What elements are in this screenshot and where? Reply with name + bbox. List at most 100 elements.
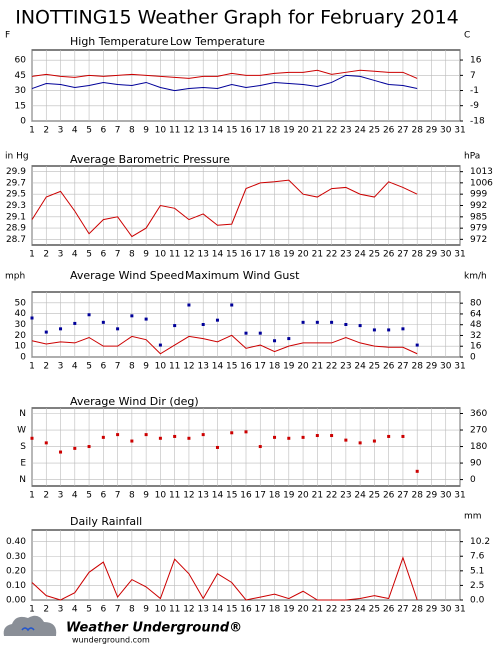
x-tick-label: 12 bbox=[183, 250, 194, 260]
x-tick-label: 6 bbox=[100, 126, 106, 136]
x-tick-label: 28 bbox=[411, 362, 423, 372]
x-tick-label: 20 bbox=[297, 605, 309, 615]
legend-label: Maximum Wind Gust bbox=[185, 269, 300, 282]
point bbox=[201, 433, 205, 437]
y-tick-label: 40 bbox=[15, 309, 27, 319]
x-tick-label: 14 bbox=[212, 250, 224, 260]
y-tick-label: 50 bbox=[15, 298, 27, 308]
x-tick-label: 12 bbox=[183, 605, 194, 615]
point bbox=[130, 314, 134, 318]
x-tick-label: 24 bbox=[354, 491, 366, 501]
x-tick-label: 9 bbox=[143, 605, 149, 615]
x-tick-label: 5 bbox=[86, 491, 92, 501]
point bbox=[101, 320, 105, 324]
y-tick-label: 29.7 bbox=[6, 178, 26, 188]
x-tick-label: 16 bbox=[240, 362, 252, 372]
x-tick-label: 27 bbox=[397, 250, 408, 260]
point bbox=[315, 434, 319, 438]
x-tick-label: 5 bbox=[86, 605, 92, 615]
brand-url: wunderground.com bbox=[72, 636, 150, 645]
x-tick-label: 10 bbox=[155, 362, 167, 372]
point bbox=[44, 441, 48, 445]
point bbox=[215, 445, 219, 449]
legend-label: Average Wind Dir (deg) bbox=[70, 395, 199, 408]
y-axis-label: mph bbox=[5, 272, 25, 282]
x-tick-label: 3 bbox=[58, 126, 64, 136]
x-tick-label: 21 bbox=[312, 126, 323, 136]
x-tick-label: 19 bbox=[283, 491, 295, 501]
x-tick-label: 22 bbox=[326, 126, 337, 136]
point bbox=[287, 337, 291, 341]
x-tick-label: 27 bbox=[397, 491, 408, 501]
x-tick-label: 22 bbox=[326, 250, 337, 260]
legend-label: High Temperature bbox=[70, 35, 169, 48]
y-tick-label: 30 bbox=[15, 320, 27, 330]
x-tick-label: 13 bbox=[197, 126, 208, 136]
x-tick-label: 25 bbox=[369, 491, 380, 501]
x-tick-label: 3 bbox=[58, 250, 64, 260]
x-tick-label: 31 bbox=[454, 250, 465, 260]
x-tick-label: 29 bbox=[426, 362, 438, 372]
point bbox=[201, 323, 205, 326]
x-tick-label: 29 bbox=[426, 491, 438, 501]
y2-tick-label: 360 bbox=[470, 409, 487, 419]
y-tick-label: 0.40 bbox=[6, 537, 26, 547]
point bbox=[173, 434, 177, 438]
point bbox=[144, 317, 148, 321]
x-tick-label: 21 bbox=[312, 250, 323, 260]
x-tick-label: 4 bbox=[72, 605, 78, 615]
point bbox=[387, 328, 391, 332]
y-tick-label: 30 bbox=[15, 86, 27, 96]
x-tick-label: 24 bbox=[354, 250, 366, 260]
x-tick-label: 5 bbox=[86, 126, 92, 136]
y-tick-label: 28.7 bbox=[6, 235, 26, 245]
x-tick-label: 18 bbox=[269, 491, 281, 501]
x-tick-label: 15 bbox=[226, 250, 237, 260]
x-tick-label: 10 bbox=[155, 126, 167, 136]
point bbox=[73, 446, 77, 450]
point bbox=[187, 436, 191, 440]
point bbox=[215, 318, 219, 322]
y2-tick-label: 992 bbox=[470, 201, 487, 211]
x-tick-label: 28 bbox=[411, 491, 423, 501]
y2-tick-label: 90 bbox=[470, 459, 482, 469]
point bbox=[401, 327, 405, 331]
x-tick-label: 12 bbox=[183, 362, 194, 372]
x-tick-label: 8 bbox=[129, 126, 135, 136]
x-tick-label: 19 bbox=[283, 126, 295, 136]
y2-tick-label: 0 bbox=[470, 353, 476, 363]
x-tick-label: 25 bbox=[369, 605, 380, 615]
point bbox=[73, 321, 77, 325]
y-tick-label: 10 bbox=[15, 342, 27, 352]
x-tick-label: 9 bbox=[143, 126, 149, 136]
x-tick-label: 20 bbox=[297, 491, 309, 501]
x-tick-label: 16 bbox=[240, 605, 252, 615]
y2-axis-label: km/h bbox=[464, 272, 487, 282]
legend-label: Low Temperature bbox=[170, 35, 265, 48]
x-tick-label: 16 bbox=[240, 126, 252, 136]
x-tick-label: 19 bbox=[283, 362, 295, 372]
point bbox=[187, 303, 191, 307]
point bbox=[330, 320, 334, 324]
legend-label: Average Barometric Pressure bbox=[70, 153, 230, 166]
point bbox=[258, 331, 262, 335]
point bbox=[330, 434, 334, 438]
y2-tick-label: -18 bbox=[470, 117, 485, 127]
x-tick-label: 12 bbox=[183, 491, 194, 501]
x-tick-label: 7 bbox=[115, 250, 121, 260]
y2-tick-label: 10.2 bbox=[470, 537, 490, 547]
y2-axis-label: mm bbox=[464, 512, 482, 522]
point bbox=[287, 436, 291, 440]
x-tick-label: 2 bbox=[43, 126, 49, 136]
x-tick-label: 9 bbox=[143, 491, 149, 501]
x-tick-label: 29 bbox=[426, 250, 438, 260]
point bbox=[230, 303, 234, 307]
x-tick-label: 18 bbox=[269, 362, 281, 372]
y2-tick-label: 48 bbox=[470, 320, 482, 330]
x-tick-label: 5 bbox=[86, 250, 92, 260]
point bbox=[358, 324, 362, 328]
x-tick-label: 28 bbox=[411, 605, 423, 615]
x-tick-label: 25 bbox=[369, 362, 380, 372]
y2-tick-label: -1 bbox=[470, 86, 479, 96]
